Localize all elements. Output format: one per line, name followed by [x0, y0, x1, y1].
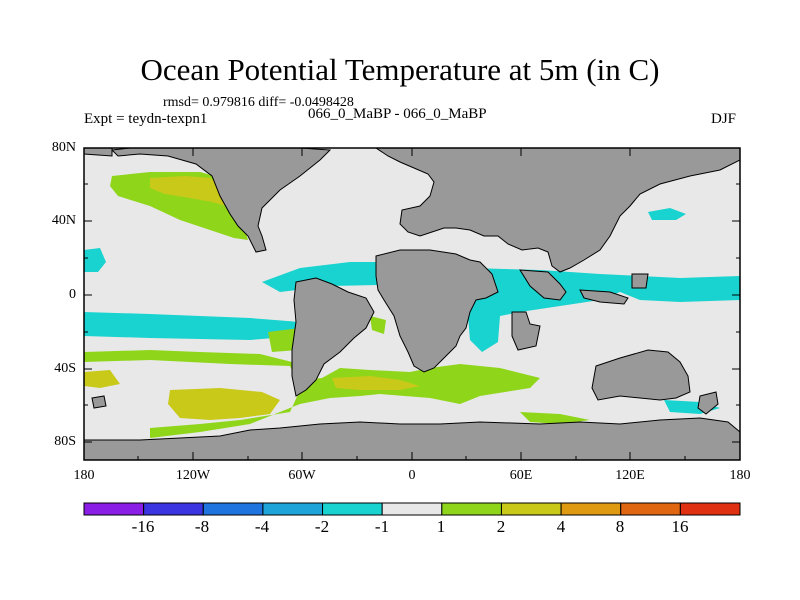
colorbar-label: -1 [374, 517, 390, 536]
colorbar-swatch [679, 502, 741, 516]
colorbar-swatch [262, 502, 324, 516]
lon-tick-label: 120E [615, 468, 645, 483]
colorbar-swatch [322, 502, 383, 516]
colorbar-swatch [620, 502, 681, 516]
lat-tick-label: 40S [54, 361, 76, 376]
colorbar-label: 16 [671, 517, 689, 536]
lat-tick-label: 80N [51, 140, 76, 155]
lon-tick-label: 120W [175, 468, 211, 483]
lon-tick-label: 60E [509, 468, 533, 483]
axis-ticks [83, 147, 741, 460]
colorbar-swatch [381, 502, 443, 516]
lat-tick-label: 0 [69, 287, 76, 302]
lon-tick-label: 180 [73, 468, 95, 483]
stats-text: rmsd= 0.979816 diff= -0.0498428 [163, 95, 354, 110]
lon-tick-label: 60W [288, 468, 316, 483]
colorbar-swatch [441, 502, 502, 516]
lon-tick-label: 0 [408, 468, 416, 483]
colorbar-swatch [500, 502, 562, 516]
lat-tick-label: 80S [54, 434, 76, 449]
colorbar-label: 4 [556, 517, 566, 536]
colorbar-label: -8 [194, 517, 210, 536]
colorbar-label: -2 [314, 517, 330, 536]
lon-tick-label: 180 [729, 468, 751, 483]
colorbar-swatch [202, 502, 264, 516]
colorbar-swatch [83, 502, 145, 516]
season-label: DJF [711, 111, 737, 127]
chart-title: Ocean Potential Temperature at 5m (in C) [140, 52, 660, 87]
lat-tick-label: 40N [51, 213, 76, 228]
colorbar-label: 1 [436, 517, 446, 536]
colorbar-label: -4 [254, 517, 270, 536]
land-masses [83, 147, 741, 461]
colorbar-label: -16 [131, 517, 155, 536]
colorbar-swatch [143, 502, 204, 516]
colorbar-swatch [560, 502, 622, 516]
period-label: 066_0_MaBP - 066_0_MaBP [308, 106, 487, 122]
colorbar-label: 8 [615, 517, 625, 536]
colorbar [83, 502, 741, 516]
strong-warm-anomaly-regions [84, 176, 420, 420]
experiment-label: Expt = teydn-texpn1 [84, 111, 208, 127]
colorbar-label: 2 [496, 517, 506, 536]
